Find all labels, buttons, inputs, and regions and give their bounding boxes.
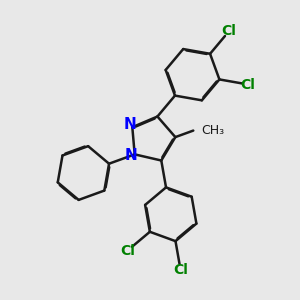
Text: N: N (123, 117, 136, 132)
Text: N: N (124, 148, 137, 163)
Text: Cl: Cl (221, 24, 236, 38)
Text: Cl: Cl (241, 77, 256, 92)
Text: Cl: Cl (120, 244, 135, 258)
Text: CH₃: CH₃ (201, 124, 224, 137)
Text: Cl: Cl (173, 263, 188, 277)
